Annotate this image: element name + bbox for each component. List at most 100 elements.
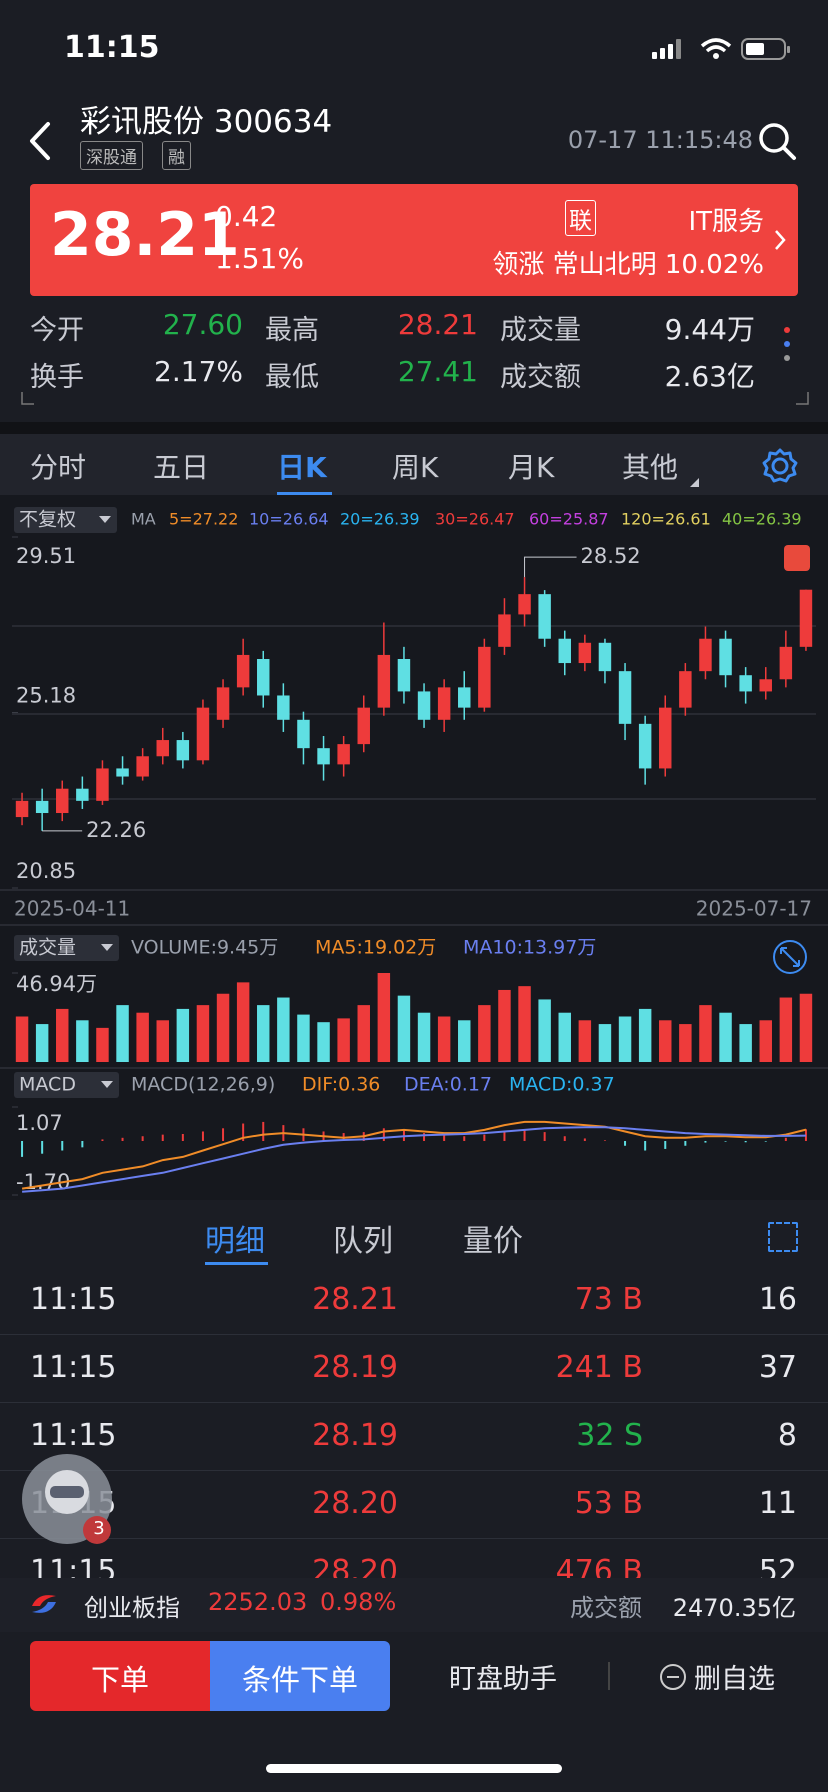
ma-legend: 20=26.39 bbox=[340, 510, 420, 529]
back-button[interactable] bbox=[26, 120, 56, 162]
stat-label: 成交额 bbox=[500, 362, 581, 393]
candle-body bbox=[76, 788, 89, 801]
stat-label: 最高 bbox=[265, 315, 319, 346]
trade-price: 28.19 bbox=[312, 1418, 398, 1453]
conditional-label[interactable]: 条件下单 bbox=[241, 1663, 358, 1697]
volume-bar bbox=[116, 1005, 129, 1062]
status-time: 11:15 bbox=[64, 30, 160, 65]
fullscreen-icon[interactable] bbox=[768, 1222, 798, 1252]
candle-body bbox=[196, 707, 210, 761]
candle-body bbox=[638, 723, 652, 769]
trade-volume: 32 S bbox=[576, 1418, 643, 1453]
volume-bar bbox=[699, 1005, 712, 1062]
remove-label[interactable]: 删自选 bbox=[694, 1664, 775, 1695]
candle-body bbox=[136, 756, 149, 777]
candle-body bbox=[236, 654, 250, 688]
index-bar bbox=[0, 1578, 828, 1632]
trade-count: 8 bbox=[777, 1418, 797, 1453]
period-tab[interactable]: 其他 bbox=[622, 451, 679, 484]
volume-bar bbox=[598, 1024, 612, 1062]
trade-time: 11:15 bbox=[30, 1554, 117, 1578]
quote-card[interactable] bbox=[30, 184, 798, 296]
ma-legend: 120=26.61 bbox=[621, 510, 711, 529]
sector[interactable]: IT服务 bbox=[688, 207, 764, 237]
candle-body bbox=[759, 679, 772, 692]
trade-count: 37 bbox=[758, 1350, 797, 1385]
volume-bar bbox=[156, 1020, 169, 1062]
period-tab[interactable]: 周K bbox=[392, 451, 439, 484]
trade-count: 11 bbox=[758, 1486, 797, 1521]
conditional-order-button[interactable] bbox=[210, 1641, 390, 1711]
row-separator bbox=[0, 1538, 828, 1539]
volume-bar bbox=[719, 1012, 732, 1062]
candle-body bbox=[558, 638, 571, 664]
build-badge bbox=[784, 545, 810, 571]
candle-body bbox=[116, 768, 129, 777]
stat-value: 27.60 bbox=[162, 308, 243, 341]
high-label: 28.52 bbox=[581, 544, 641, 568]
macd-legend: DEA:0.17 bbox=[404, 1074, 492, 1096]
candle-body bbox=[35, 800, 49, 814]
turnover-value: 2470.35亿 bbox=[672, 1594, 796, 1622]
volume-bar bbox=[377, 973, 391, 1062]
order-label[interactable]: 下单 bbox=[90, 1663, 149, 1697]
sector-tag[interactable]: 联 bbox=[565, 200, 596, 236]
candle-body bbox=[578, 642, 592, 664]
candle-body bbox=[377, 654, 391, 708]
assistant-label[interactable]: 盯盘助手 bbox=[449, 1664, 557, 1695]
candle-body bbox=[317, 748, 330, 765]
row-separator bbox=[0, 1334, 828, 1335]
candle-body bbox=[297, 719, 310, 749]
detail-tab[interactable]: 明细 bbox=[205, 1224, 265, 1259]
period-tab[interactable]: 分时 bbox=[30, 451, 87, 484]
volume-bar bbox=[779, 997, 793, 1062]
settings-button[interactable] bbox=[760, 446, 800, 486]
stock-title: 彩讯股份 300634 bbox=[80, 104, 333, 140]
period-tab[interactable]: 日K bbox=[277, 451, 327, 484]
order-button[interactable] bbox=[30, 1641, 210, 1711]
divider bbox=[608, 1662, 610, 1690]
candle-body bbox=[257, 658, 270, 696]
home-indicator bbox=[266, 1764, 562, 1773]
macd-params: MACD(12,26,9) bbox=[131, 1074, 275, 1096]
volume-bar bbox=[799, 993, 813, 1062]
avatar-button[interactable] bbox=[20, 1452, 120, 1552]
stat-label: 今开 bbox=[30, 315, 84, 346]
detail-tab[interactable]: 量价 bbox=[463, 1224, 523, 1259]
volume-bar bbox=[679, 1024, 692, 1062]
period-tab[interactable]: 五日 bbox=[153, 451, 210, 484]
expand-icon[interactable] bbox=[773, 940, 807, 974]
x-label: 2025-07-17 bbox=[696, 897, 812, 921]
candle-body bbox=[699, 638, 712, 672]
ma-legend: 60=25.87 bbox=[529, 510, 609, 529]
volume-bar bbox=[618, 1016, 632, 1062]
stat-label: 最低 bbox=[265, 362, 319, 393]
period-tab[interactable]: 月K bbox=[508, 451, 555, 484]
volume-bar bbox=[458, 1020, 471, 1062]
trade-price: 28.20 bbox=[312, 1486, 398, 1521]
kline-chart: 不复权 MA 5=27.22 10=26.64 20=26.39 30=26.47 60=2… bbox=[0, 495, 828, 1200]
more-dots[interactable] bbox=[780, 322, 794, 372]
trade-time: 11:15 bbox=[30, 1350, 117, 1385]
volume-bar bbox=[236, 982, 250, 1062]
dropdown-label: MACD bbox=[19, 1074, 76, 1096]
ma-label: MA bbox=[131, 510, 156, 529]
candle-body bbox=[176, 740, 190, 761]
stat-value: 2.63亿 bbox=[664, 360, 755, 393]
search-button[interactable] bbox=[756, 120, 798, 162]
high-leader bbox=[524, 556, 577, 578]
candle-body bbox=[357, 707, 370, 745]
volume-bar bbox=[216, 993, 230, 1062]
trade-volume: 476 B bbox=[555, 1554, 643, 1578]
volume-bar bbox=[397, 995, 411, 1062]
divider bbox=[0, 422, 828, 434]
index-logo bbox=[32, 1595, 56, 1613]
detail-tab[interactable]: 队列 bbox=[333, 1224, 393, 1259]
chevron bbox=[775, 230, 786, 250]
remove-icon bbox=[660, 1664, 686, 1690]
volume-bar bbox=[337, 1018, 350, 1062]
volume-bar bbox=[518, 986, 531, 1062]
volume-bar bbox=[176, 1008, 190, 1062]
trade-price: 28.20 bbox=[312, 1554, 398, 1578]
volume-bar bbox=[15, 1016, 29, 1062]
